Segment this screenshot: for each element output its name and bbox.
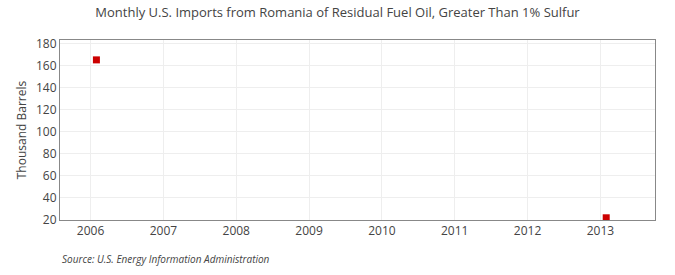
svg-text:60: 60: [43, 167, 57, 184]
svg-text:2010: 2010: [368, 222, 396, 239]
svg-text:20: 20: [43, 211, 57, 228]
svg-text:2009: 2009: [295, 222, 323, 239]
svg-text:100: 100: [36, 123, 57, 140]
svg-text:140: 140: [36, 79, 57, 96]
svg-text:2006: 2006: [77, 222, 105, 239]
svg-text:2013: 2013: [587, 222, 615, 239]
svg-text:120: 120: [36, 101, 57, 118]
svg-text:180: 180: [36, 35, 57, 52]
svg-text:Monthly U.S. Imports from Roma: Monthly U.S. Imports from Romania of Res…: [95, 3, 580, 21]
svg-text:2011: 2011: [441, 222, 468, 239]
svg-text:160: 160: [36, 57, 57, 74]
svg-text:80: 80: [43, 145, 57, 162]
svg-text:Source: U.S. Energy Informatio: Source: U.S. Energy Information Administ…: [62, 252, 270, 266]
svg-text:Thousand Barrels: Thousand Barrels: [13, 80, 30, 179]
svg-text:40: 40: [43, 189, 57, 206]
svg-text:2012: 2012: [514, 222, 542, 239]
svg-text:2007: 2007: [150, 222, 178, 239]
svg-text:2008: 2008: [223, 222, 251, 239]
